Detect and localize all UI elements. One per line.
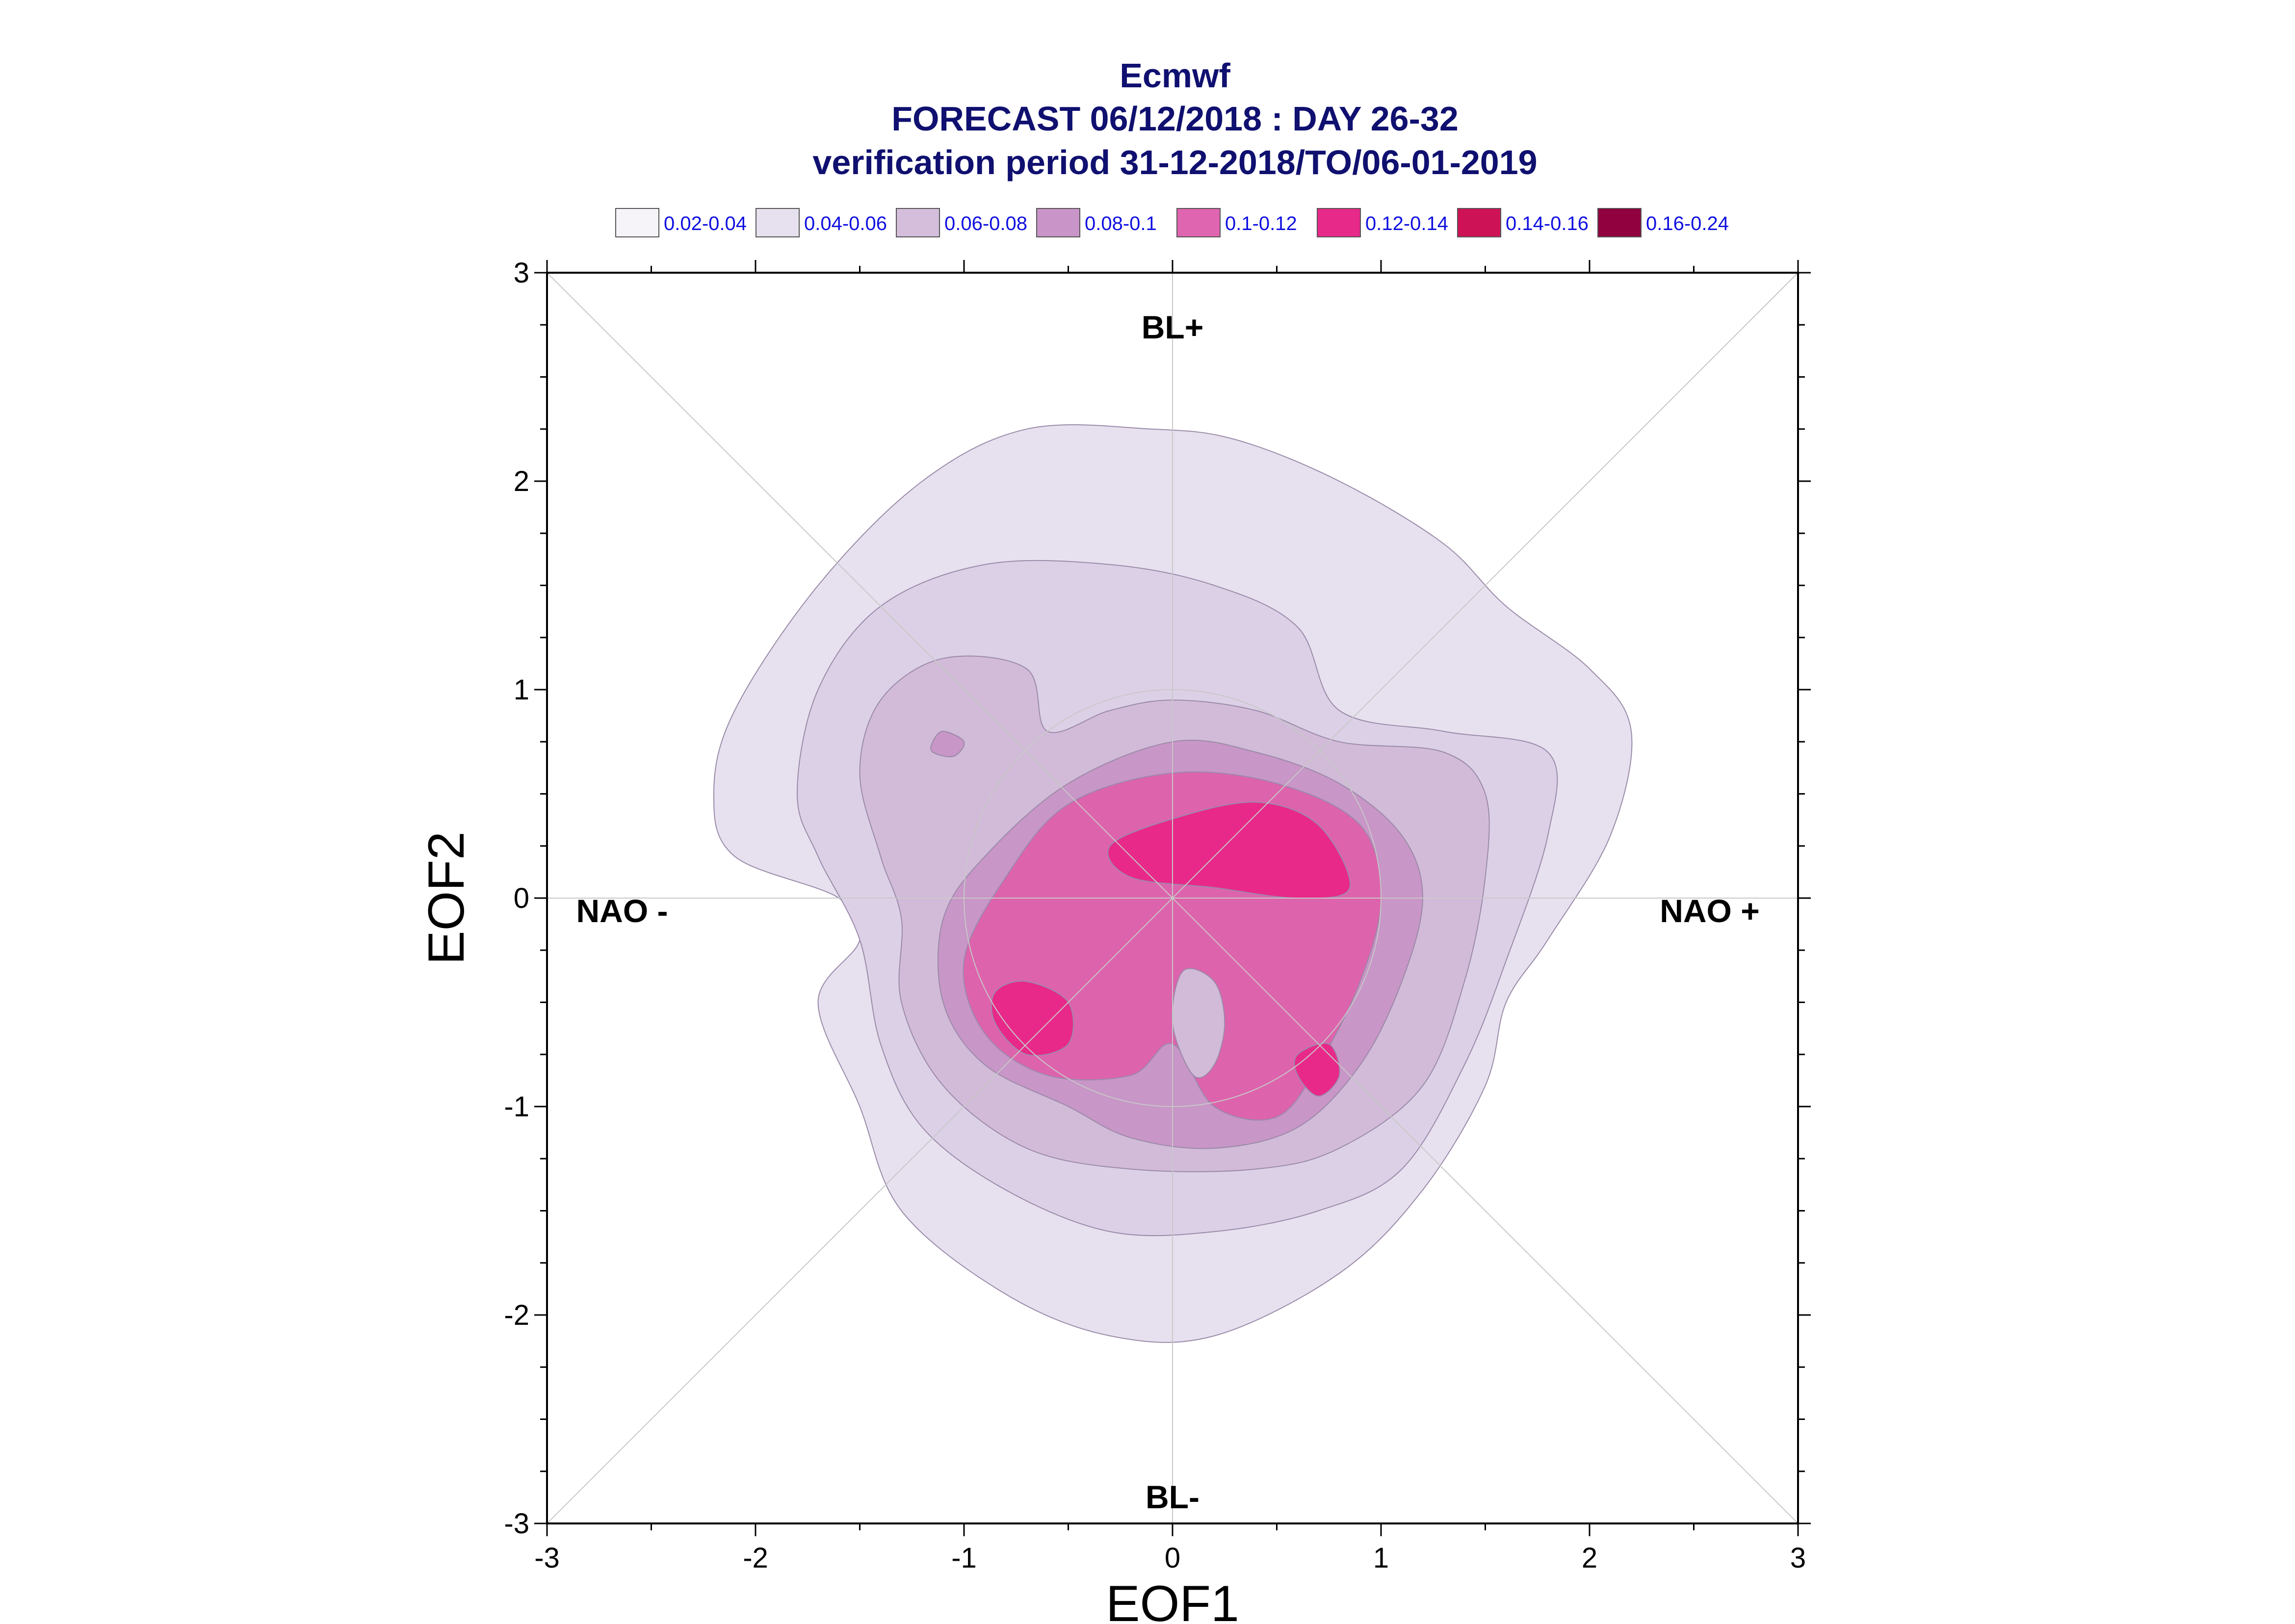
legend: 0.02-0.04 0.04-0.06 0.06-0.08 0.08-0.1 0.1-0… <box>615 208 1729 237</box>
regime-label-right: NAO + <box>1660 893 1760 929</box>
y-tick-label: 2 <box>514 465 529 497</box>
y-tick-label: -3 <box>504 1508 529 1540</box>
legend-label: 0.04-0.06 <box>804 213 887 234</box>
x-axis-title: EOF1 <box>1106 1575 1239 1624</box>
legend-swatch <box>1317 208 1361 237</box>
x-tick-label: -1 <box>951 1542 977 1574</box>
ref-unit-circle <box>964 689 1382 1107</box>
reference-lines <box>547 273 1798 1523</box>
x-tick-label: 3 <box>1790 1542 1806 1574</box>
legend-swatch <box>1176 208 1221 237</box>
chart-title-line-1: Ecmwf <box>1120 56 1230 95</box>
legend-label: 0.08-0.1 <box>1085 213 1157 234</box>
legend-label: 0.06-0.08 <box>944 213 1027 234</box>
x-tick-label: -2 <box>743 1542 768 1574</box>
legend-label: 0.14-0.16 <box>1506 213 1589 234</box>
x-tick-label: 2 <box>1582 1542 1597 1574</box>
legend-label: 0.1-0.12 <box>1225 213 1297 234</box>
legend-swatch <box>1457 208 1501 237</box>
contour-region-9 <box>930 730 965 757</box>
y-tick-label: 3 <box>514 257 529 289</box>
ref-line-diagonal-down <box>547 273 1798 1523</box>
contour-region-6 <box>991 980 1074 1056</box>
regime-label-left: NAO - <box>576 893 668 929</box>
x-tick-label: -3 <box>534 1542 560 1574</box>
contour-region-7 <box>1294 1043 1340 1097</box>
legend-swatch <box>1036 208 1080 237</box>
legend-swatch <box>615 208 659 237</box>
legend-label: 0.16-0.24 <box>1646 213 1729 234</box>
legend-swatch <box>896 208 940 237</box>
y-tick-label: -1 <box>504 1091 529 1123</box>
contour-region-5 <box>1107 801 1351 899</box>
y-axis-title: EOF2 <box>418 831 475 965</box>
regime-label-bottom: BL- <box>1146 1479 1200 1515</box>
axis-ticks: -3 -2 -1 0 1 2 3 -3 -2 -1 0 1 2 3 <box>504 257 1811 1574</box>
legend-label: 0.02-0.04 <box>664 213 747 234</box>
chart-title-line-3: verification period 31-12-2018/TO/06-01-… <box>812 143 1537 181</box>
x-tick-label: 1 <box>1373 1542 1389 1574</box>
legend-swatch <box>1597 208 1642 237</box>
legend-label: 0.12-0.14 <box>1365 213 1448 234</box>
chart-title-line-2: FORECAST 06/12/2018 : DAY 26-32 <box>891 100 1459 138</box>
legend-swatch <box>756 208 800 237</box>
y-tick-label: -2 <box>504 1299 529 1331</box>
y-tick-label: 0 <box>514 882 529 914</box>
regime-label-top: BL+ <box>1142 309 1204 345</box>
x-tick-label: 0 <box>1165 1542 1180 1574</box>
y-tick-label: 1 <box>514 674 529 706</box>
